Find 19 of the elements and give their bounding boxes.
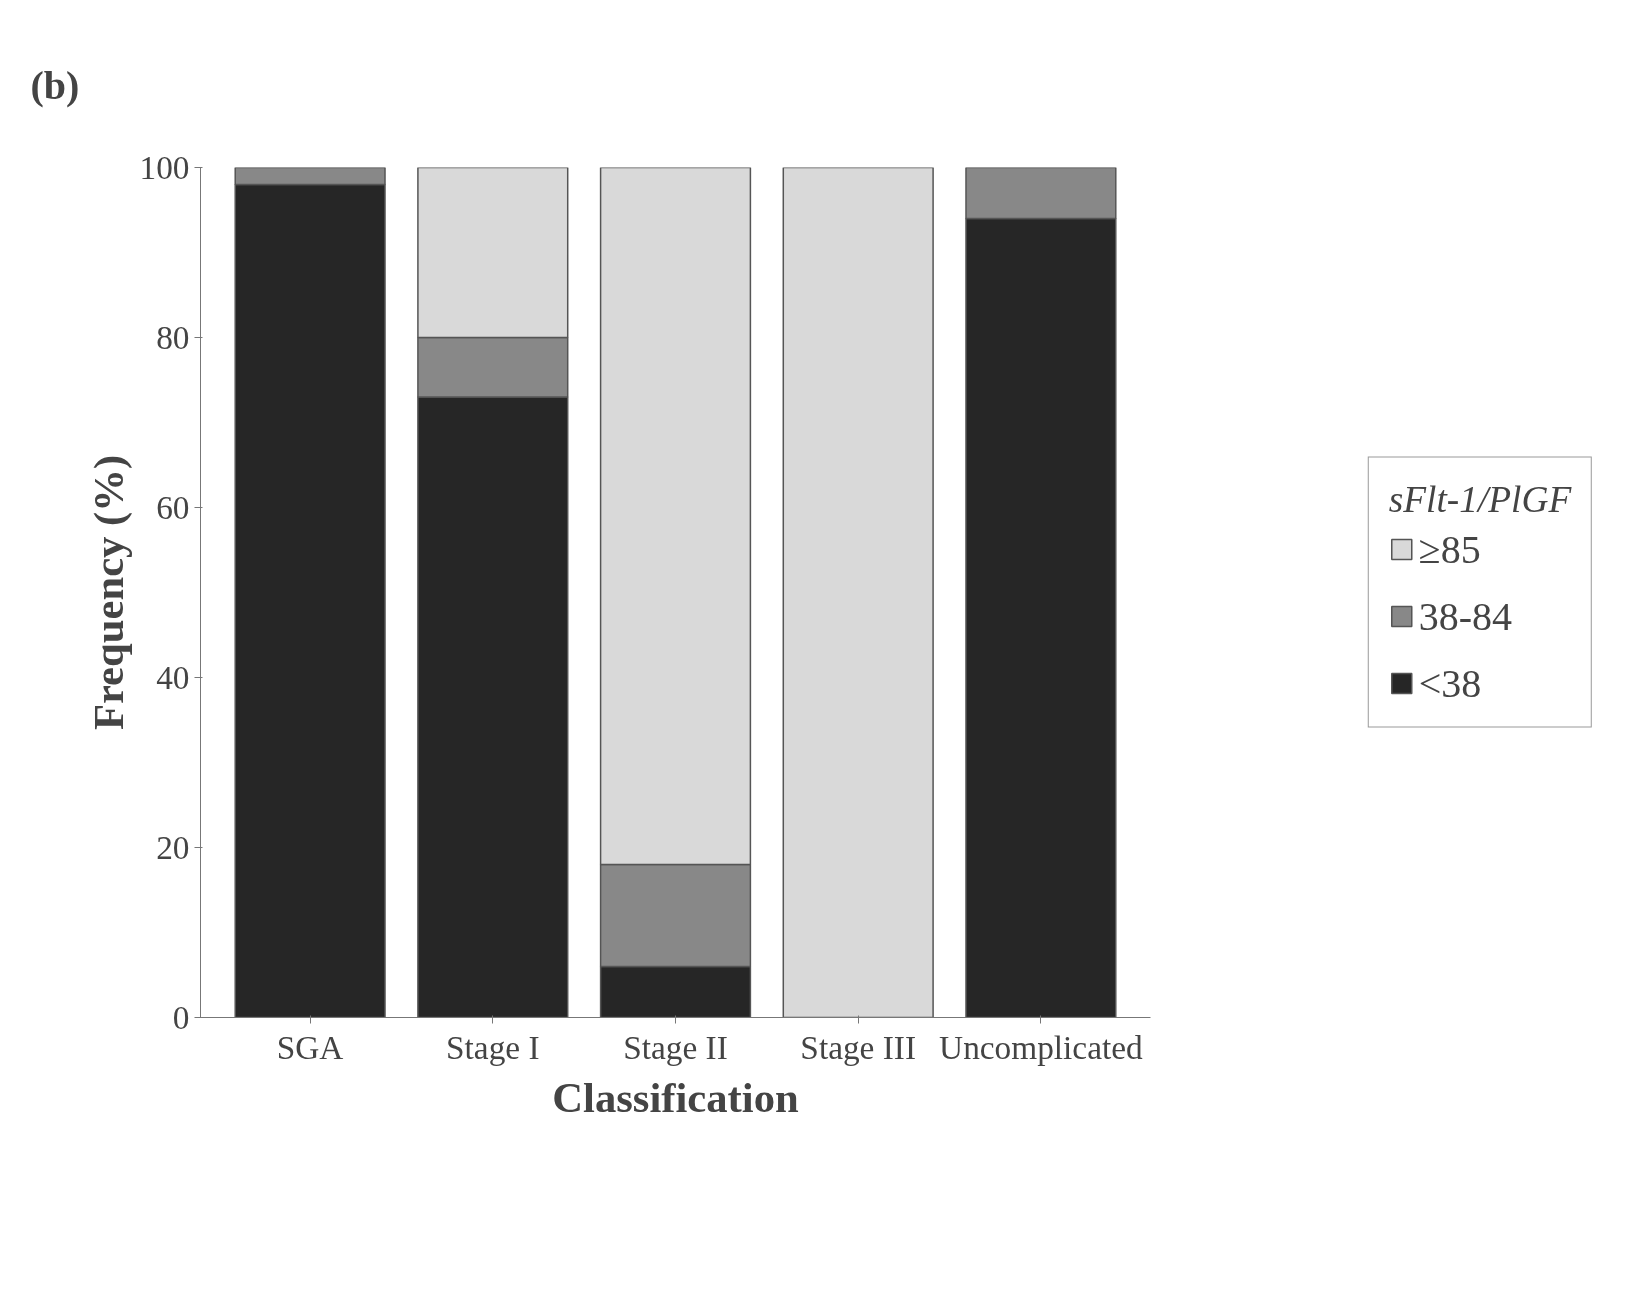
x-tick-label: Stage III <box>800 1028 917 1066</box>
bar <box>782 167 934 1018</box>
legend-label: 38-84 <box>1418 592 1513 640</box>
legend-label: <38 <box>1418 659 1482 707</box>
y-tick-label: 0 <box>172 998 190 1036</box>
y-tick-label: 20 <box>156 828 190 866</box>
legend-title: sFlt-1/PlGF <box>1388 477 1572 521</box>
x-tick-label: SGA <box>276 1028 344 1066</box>
y-tick-label: 100 <box>139 148 190 186</box>
x-axis-title: Classification <box>552 1073 800 1121</box>
y-tick-label: 80 <box>156 318 190 356</box>
y-tick-label: 40 <box>156 658 190 696</box>
x-tick-label: Stage I <box>446 1028 540 1066</box>
x-tick-label: Uncomplicated <box>939 1028 1144 1066</box>
legend-label: ≥85 <box>1418 525 1481 573</box>
y-tick-label: 60 <box>156 488 190 526</box>
y-axis-title: Frequency (%) <box>84 454 133 731</box>
text: (b) <box>30 62 80 108</box>
x-tick-label: Stage II <box>623 1028 728 1066</box>
